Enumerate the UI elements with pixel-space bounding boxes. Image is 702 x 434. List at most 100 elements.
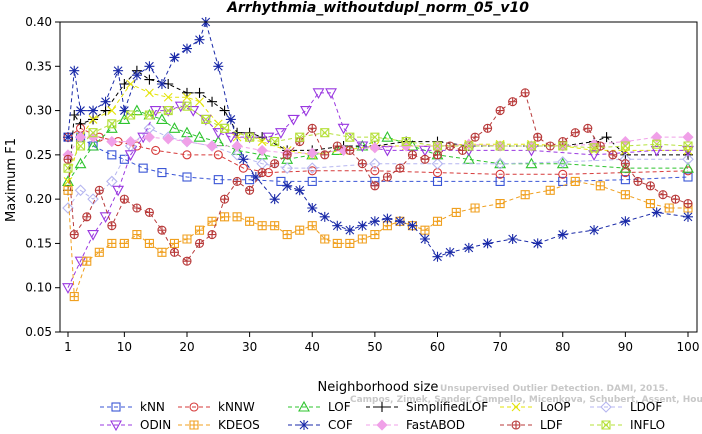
legend-item-inflo: INFLO (590, 418, 665, 432)
data-point-odin (274, 128, 287, 139)
data-point-cof (419, 234, 430, 244)
data-point-cof (369, 216, 380, 227)
data-point-kdeos (420, 225, 430, 235)
data-point-ldof (281, 162, 293, 174)
data-point-ldof (231, 149, 243, 161)
data-point-odin (87, 230, 99, 241)
data-point-kdeos (207, 216, 217, 226)
data-point-ldf (307, 123, 317, 133)
data-point-ldof (87, 193, 99, 205)
data-point-cof (507, 234, 518, 244)
data-point-cof (69, 65, 80, 76)
data-point-cof (319, 211, 330, 222)
data-point-ldof (74, 184, 87, 197)
data-point-knn (307, 176, 317, 186)
data-point-odin (124, 150, 137, 161)
data-point-ldf (320, 150, 330, 160)
data-point-knn (432, 176, 443, 186)
data-point-inflo (683, 141, 693, 151)
legend-item-fastabod: FastABOD (366, 418, 465, 432)
legend-label-ldf: LDF (540, 418, 563, 432)
watermark-line-1: Unsupervised Outlier Detection. DAMI, 20… (440, 384, 668, 394)
data-point-ldof (494, 157, 506, 170)
data-point-lof (619, 162, 632, 173)
data-point-lof (156, 113, 168, 124)
data-point-cof (332, 220, 343, 231)
data-point-ldf (207, 230, 217, 240)
data-point-knnw (132, 141, 142, 151)
data-point-kdeos (320, 234, 330, 244)
data-point-simplifiedlof (194, 87, 205, 98)
data-point-ldf (257, 168, 267, 178)
data-point-knn (213, 175, 223, 185)
data-point-odin (419, 145, 431, 157)
legend-item-ldof: LDOF (590, 400, 662, 414)
data-point-ldf (483, 123, 493, 133)
data-point-lof (381, 131, 394, 142)
data-point-odin (187, 106, 200, 117)
data-point-kdeos (357, 234, 367, 244)
data-point-simplifiedlof (69, 110, 80, 120)
data-point-inflo (63, 163, 73, 173)
legend-marker-inflo (601, 420, 611, 430)
x-tick-label: 40 (305, 340, 320, 354)
data-point-ldf (220, 194, 230, 204)
data-point-kdeos (432, 216, 443, 226)
x-tick-label: 20 (179, 340, 194, 354)
data-point-loop (107, 106, 117, 115)
data-point-ldof (682, 153, 694, 166)
data-point-ldf (107, 221, 117, 231)
legend-marker-fastabod (376, 419, 388, 431)
data-point-cof (181, 43, 192, 54)
data-point-inflo (589, 143, 599, 153)
data-point-simplifiedlof (100, 105, 111, 116)
legend-marker-odin (110, 420, 122, 432)
data-point-knn (620, 175, 630, 185)
data-point-inflo (270, 137, 280, 147)
data-point-cof (131, 70, 142, 81)
data-point-ldf (583, 123, 593, 133)
data-point-kdeos (69, 292, 79, 302)
series-line-ldof (67, 127, 688, 209)
data-point-ldof (431, 157, 444, 170)
x-tick-label: 30 (242, 340, 257, 354)
data-point-ldf (157, 225, 167, 235)
data-point-ldf (658, 190, 668, 200)
data-point-ldof (306, 162, 319, 174)
legend-item-ldf: LDF (500, 418, 563, 432)
data-point-ldf (63, 154, 73, 164)
data-point-inflo (464, 141, 474, 151)
data-point-cof (213, 61, 224, 72)
series-line-kdeos (67, 180, 688, 297)
x-axis-label: Neighborhood size (318, 380, 439, 395)
data-point-kdeos (270, 221, 280, 231)
legend-marker-cof (299, 420, 309, 430)
y-tick-label: 0.10 (25, 281, 52, 295)
data-point-inflo (126, 110, 136, 120)
data-point-kdeos (645, 199, 655, 209)
series-odin (62, 88, 694, 294)
y-tick-label: 0.20 (25, 192, 52, 206)
data-point-ldf (683, 199, 693, 209)
data-point-fastabod (181, 136, 193, 148)
data-point-ldf (608, 150, 618, 160)
data-point-cof (169, 52, 180, 63)
legend-marker-loop (511, 402, 521, 412)
data-point-odin (62, 283, 74, 294)
data-point-kdeos (570, 176, 580, 186)
series-line-knnw (67, 127, 689, 175)
data-point-odin (224, 132, 237, 144)
data-point-ldf (169, 247, 180, 257)
legend-item-loop: LoOP (500, 400, 571, 414)
data-point-kdeos (307, 221, 317, 231)
data-point-inflo (620, 141, 630, 151)
data-point-lof (168, 122, 181, 133)
data-point-knnw (151, 145, 161, 155)
data-point-cof (407, 220, 418, 231)
data-point-cof (100, 96, 111, 107)
data-point-ldf (69, 230, 79, 240)
data-point-fastabod (206, 140, 218, 152)
data-point-cof (683, 211, 693, 222)
data-point-simplifiedlof (75, 118, 86, 129)
data-point-knn (119, 154, 129, 164)
